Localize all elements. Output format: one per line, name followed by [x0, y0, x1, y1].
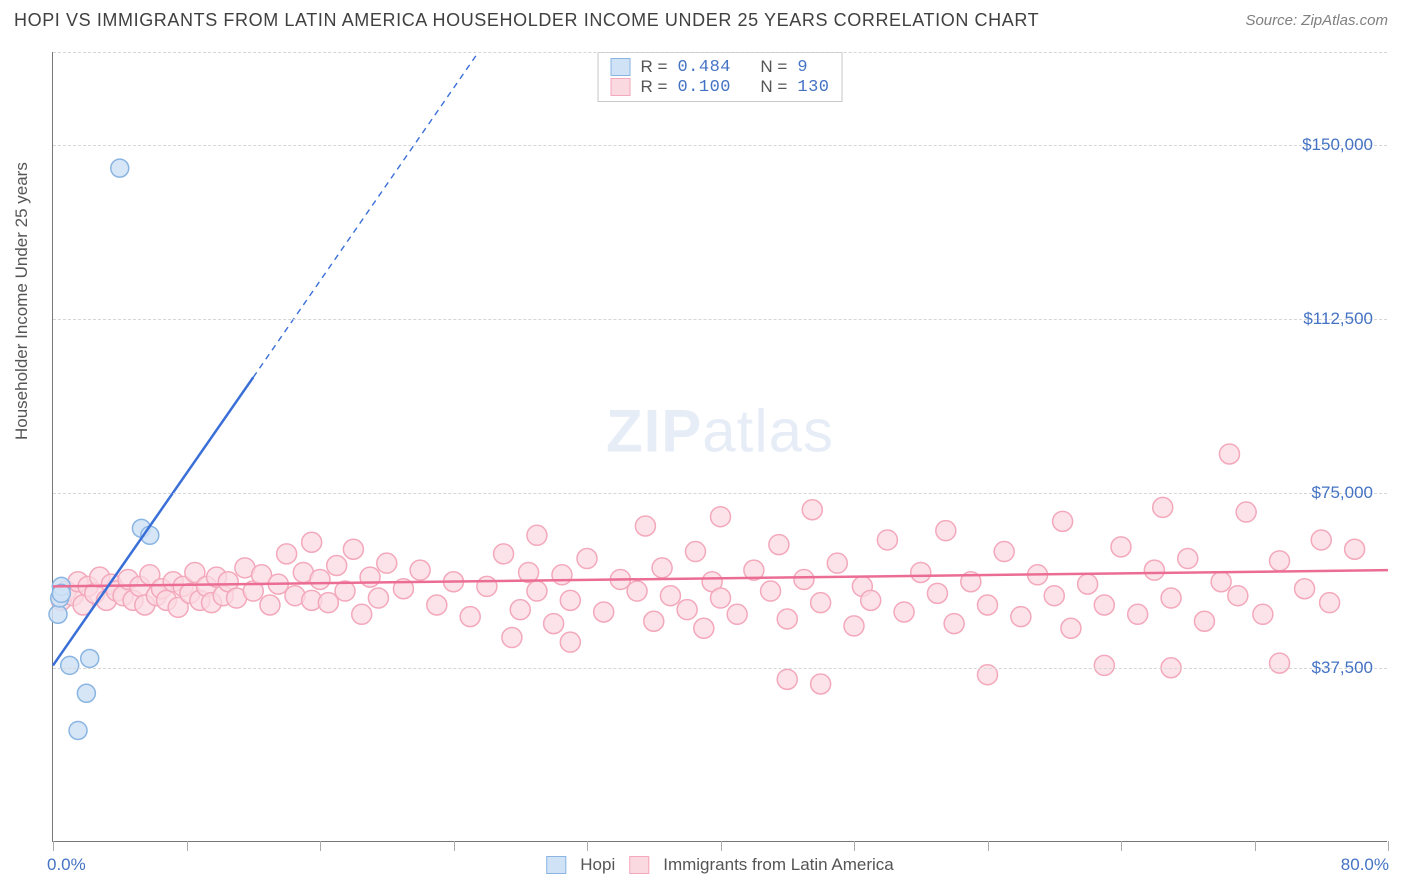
x-tick	[1255, 841, 1256, 851]
chart-source: Source: ZipAtlas.com	[1245, 12, 1388, 29]
legend-swatch-icon	[611, 58, 631, 76]
y-tick-label: $112,500	[1303, 309, 1373, 329]
legend-n-label: N =	[760, 57, 787, 77]
chart-header: HOPI VS IMMIGRANTS FROM LATIN AMERICA HO…	[0, 0, 1406, 37]
y-tick-label: $37,500	[1312, 658, 1373, 678]
x-tick	[988, 841, 989, 851]
y-tick-label: $75,000	[1312, 483, 1373, 503]
scatter-svg	[53, 52, 1387, 841]
chart-title: HOPI VS IMMIGRANTS FROM LATIN AMERICA HO…	[14, 10, 1039, 31]
x-tick	[320, 841, 321, 851]
x-tick	[454, 841, 455, 851]
grid-line	[53, 52, 1387, 53]
x-axis-max-label: 80.0%	[1341, 855, 1389, 875]
x-tick	[587, 841, 588, 851]
x-tick	[1388, 841, 1389, 851]
legend-swatch-icon	[629, 856, 649, 874]
legend-series-label: Immigrants from Latin America	[663, 855, 894, 875]
legend-r-value: 0.484	[677, 58, 731, 77]
legend-row-latin: R = 0.100 N = 130	[611, 77, 830, 97]
grid-line	[53, 319, 1387, 320]
x-tick	[1121, 841, 1122, 851]
legend-series: Hopi Immigrants from Latin America	[546, 855, 893, 875]
x-tick	[53, 841, 54, 851]
legend-series-label: Hopi	[580, 855, 615, 875]
legend-correlation: R = 0.484 N = 9 R = 0.100 N = 130	[598, 52, 843, 102]
chart-plot-area: ZIPatlas R =0.484 N = 9R =0.100 N =130 H…	[52, 52, 1387, 842]
y-axis-label: Householder Income Under 25 years	[12, 162, 32, 440]
grid-line	[53, 668, 1387, 669]
x-axis-min-label: 0.0%	[47, 855, 86, 875]
legend-r-value: 0.100	[677, 78, 731, 97]
legend-n-value: 130	[797, 78, 829, 97]
legend-n-value: 9	[797, 58, 808, 77]
y-tick-label: $150,000	[1302, 135, 1373, 155]
legend-r-label: R =	[641, 57, 668, 77]
legend-row-hopi: R = 0.484 N = 9	[611, 57, 830, 77]
grid-line	[53, 493, 1387, 494]
grid-line	[53, 145, 1387, 146]
x-tick	[187, 841, 188, 851]
x-tick	[721, 841, 722, 851]
legend-swatch-icon	[546, 856, 566, 874]
legend-r-label: R =	[641, 77, 668, 97]
x-tick	[854, 841, 855, 851]
legend-swatch-icon	[611, 78, 631, 96]
legend-n-label: N =	[760, 77, 787, 97]
